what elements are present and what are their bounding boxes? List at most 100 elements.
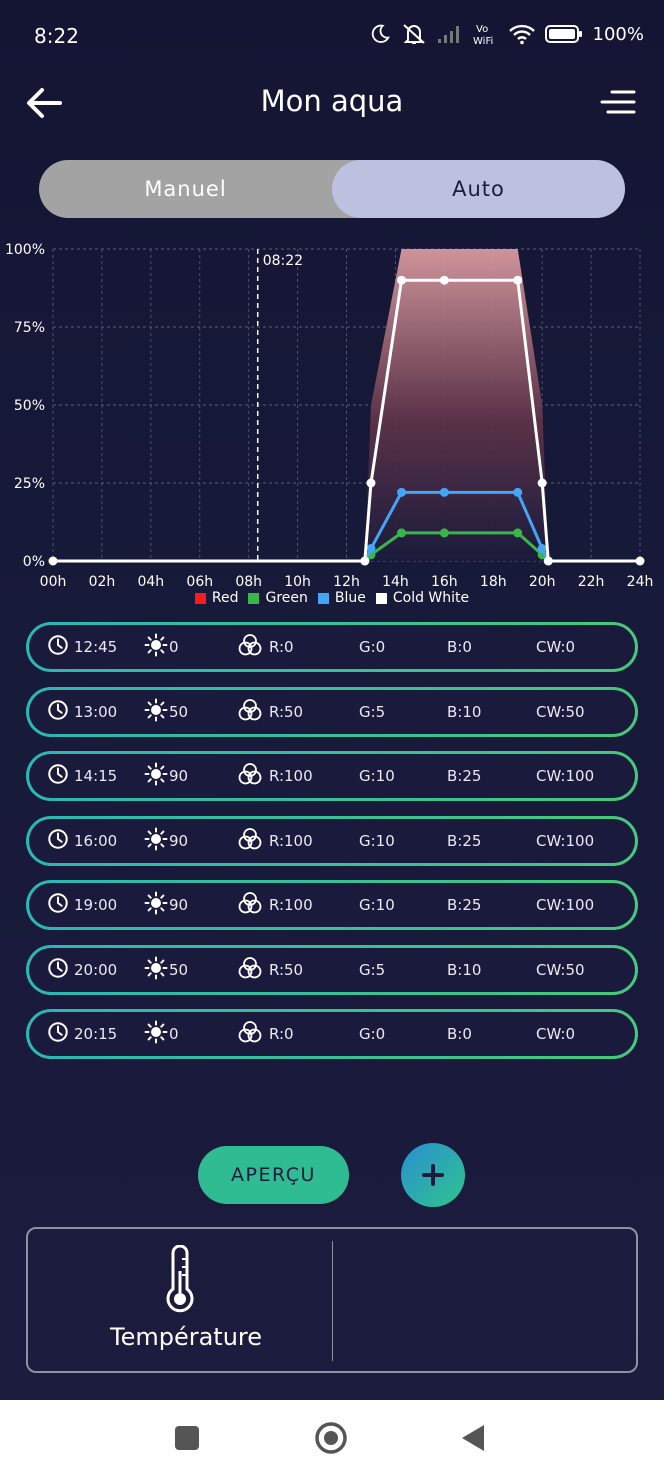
schedule-red: R:100 [269, 896, 313, 914]
schedule-brightness: 50 [169, 702, 189, 721]
chart-legend: Red Green Blue Cold White [0, 590, 664, 606]
series-area-red [53, 249, 640, 561]
legend-swatch-cold-white [375, 592, 387, 604]
moon-icon [371, 24, 390, 43]
x-tick-label: 16h [431, 574, 458, 590]
wifi-icon [508, 24, 535, 45]
brightness-icon [144, 698, 168, 726]
legend-item-green: Green [248, 590, 308, 606]
series-point-cold-white [635, 556, 645, 566]
menu-button[interactable] [600, 88, 636, 118]
status-icons: Vo WiFi 100% [369, 22, 644, 46]
y-tick-label: 0% [23, 554, 45, 570]
schedule-green: G:10 [359, 896, 395, 914]
clock-icon [47, 828, 69, 854]
x-tick-label: 22h [578, 574, 605, 590]
mode-auto-button[interactable]: Auto [332, 160, 625, 218]
schedule-time: 12:45 [74, 638, 118, 656]
x-tick-label: 20h [529, 574, 556, 590]
page-title: Mon aqua [260, 84, 404, 118]
recents-square-icon [175, 1426, 199, 1450]
schedule-cold-white: CW:50 [536, 960, 585, 979]
thermometer-icon [166, 1245, 194, 1313]
x-tick-label: 02h [89, 574, 116, 590]
back-button[interactable] [24, 86, 66, 120]
y-tick-label: 75% [14, 320, 45, 336]
schedule-blue: B:10 [447, 702, 482, 721]
schedule-time: 14:15 [74, 767, 118, 785]
schedule-green: G:10 [359, 767, 395, 785]
x-tick-label: 04h [137, 574, 164, 590]
schedule-green: G:10 [359, 831, 395, 850]
vowifi-top-text: Vo [476, 24, 488, 35]
signal-icon [437, 26, 459, 43]
rgb-icon [237, 827, 263, 855]
series-point-blue [513, 487, 523, 497]
y-tick-label: 100% [5, 242, 45, 258]
x-tick-label: 06h [186, 574, 213, 590]
battery-percent: 100% [592, 23, 644, 45]
brightness-icon [144, 762, 168, 790]
schedule-time: 20:00 [74, 960, 118, 979]
schedule-cold-white: CW:100 [536, 896, 595, 914]
legend-item-blue: Blue [317, 590, 366, 606]
schedule-green: G:5 [359, 702, 386, 721]
schedule-brightness: 0 [169, 638, 179, 656]
schedule-green: G:0 [359, 638, 386, 656]
vowifi-bottom-text: WiFi [473, 36, 493, 46]
schedule-time: 13:00 [74, 702, 118, 721]
schedule-row[interactable]: 20:00 50 R:50 G:5 B:10 CW:50 [26, 945, 638, 995]
schedule-brightness: 90 [169, 767, 189, 785]
schedule-row[interactable]: 14:15 90 R:100 G:10 B:25 CW:100 [26, 751, 638, 801]
series-point-green [513, 528, 523, 538]
schedule-row[interactable]: 16:00 90 R:100 G:10 B:25 CW:100 [26, 816, 638, 866]
mode-manual-button[interactable]: Manuel [144, 177, 227, 201]
rgb-icon [237, 698, 263, 726]
schedule-cold-white: CW:100 [536, 767, 595, 785]
status-time: 8:22 [34, 24, 79, 48]
nav-back-button[interactable] [460, 1423, 486, 1457]
x-tick-label: 24h [627, 574, 654, 590]
temperature-card-divider [332, 1241, 333, 1361]
y-tick-label: 50% [14, 398, 45, 414]
legend-label-green: Green [265, 590, 308, 606]
schedule-blue: B:0 [447, 1025, 472, 1043]
add-step-button[interactable] [401, 1143, 465, 1207]
schedule-cold-white: CW:0 [536, 638, 576, 656]
brightness-icon [144, 633, 168, 661]
schedule-row[interactable]: 12:45 0 R:0 G:0 B:0 CW:0 [26, 622, 638, 672]
light-schedule-chart: 0% 25% 50% 75% 100% 00h 02h 04h 06h 08h 10h 12h 14h 1… [5, 242, 654, 590]
temperature-card[interactable]: Température [26, 1227, 638, 1373]
app-header: Mon aqua [0, 72, 664, 134]
status-bar: 8:22 Vo WiFi 100% [0, 0, 664, 72]
temperature-label: Température [109, 1323, 263, 1351]
x-tick-label: 08h [235, 574, 262, 590]
schedule-time: 20:15 [74, 1025, 118, 1043]
schedule-brightness: 50 [169, 960, 189, 979]
series-point-cold-white [439, 275, 449, 285]
series-point-blue [537, 544, 547, 554]
menu-icon [600, 90, 636, 114]
brightness-icon [144, 956, 168, 984]
schedule-cold-white: CW:100 [536, 831, 595, 850]
schedule-green: G:0 [359, 1025, 386, 1043]
clock-icon [47, 763, 69, 789]
rgb-icon [237, 1020, 263, 1048]
schedule-list: 12:45 0 R:0 G:0 B:0 CW:0 13:00 50 R:50 G:5 B:10 CW:… [26, 622, 638, 1074]
nav-recents-button[interactable] [174, 1425, 200, 1455]
rgb-icon [237, 633, 263, 661]
battery-icon [544, 25, 582, 43]
apercu-button[interactable]: APERÇU [198, 1146, 349, 1204]
clock-icon [47, 892, 69, 918]
schedule-cold-white: CW:50 [536, 702, 585, 721]
nav-home-button[interactable] [313, 1420, 349, 1460]
legend-label-blue: Blue [334, 590, 366, 606]
schedule-row[interactable]: 13:00 50 R:50 G:5 B:10 CW:50 [26, 687, 638, 737]
vowifi-icon: Vo WiFi [473, 24, 493, 46]
schedule-row[interactable]: 20:15 0 R:0 G:0 B:0 CW:0 [26, 1009, 638, 1059]
schedule-blue: B:10 [447, 960, 482, 979]
legend-swatch-red [194, 592, 206, 604]
legend-item-cold-white: Cold White [375, 590, 469, 606]
schedule-row[interactable]: 19:00 90 R:100 G:10 B:25 CW:100 [26, 880, 638, 930]
mode-toggle: Manuel Auto [39, 160, 625, 218]
